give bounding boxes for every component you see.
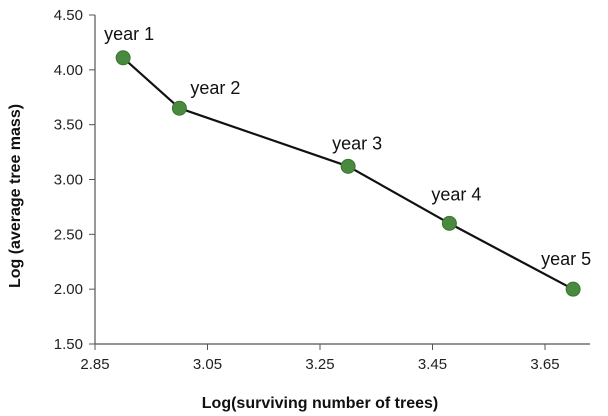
y-tick-label: 4.00 <box>54 62 83 79</box>
data-label: year 5 <box>541 249 591 269</box>
x-axis-title: Log(surviving number of trees) <box>202 395 438 412</box>
x-tick-label: 3.25 <box>305 356 334 373</box>
data-point <box>115 50 131 66</box>
x-tick-label: 2.85 <box>80 356 109 373</box>
axes <box>94 15 590 345</box>
data-label: year 4 <box>431 184 481 204</box>
y-tick-label: 2.00 <box>54 281 83 298</box>
y-tick-label: 3.50 <box>54 117 83 134</box>
point-labels: year 1 year 2 year 3 year 4 year 5 <box>104 24 591 269</box>
x-tick-label: 3.45 <box>418 356 447 373</box>
x-tick-label: 3.65 <box>530 356 559 373</box>
ticks: 2.85 3.05 3.25 3.45 3.65 1.50 2.00 2.50 3.00 3.50… <box>54 7 560 373</box>
y-tick-label: 1.50 <box>54 336 83 353</box>
data-label: year 1 <box>104 24 154 44</box>
y-tick-label: 4.50 <box>54 7 83 24</box>
x-tick-label: 3.05 <box>193 356 222 373</box>
y-axis-title: Log (average tree mass) <box>7 104 24 288</box>
data-label: year 2 <box>190 78 240 98</box>
data-point <box>171 100 187 116</box>
y-tick-label: 2.50 <box>54 226 83 243</box>
data-point <box>340 158 356 174</box>
data-points <box>115 50 581 297</box>
data-point <box>441 215 457 231</box>
data-point <box>565 281 581 297</box>
y-tick-label: 3.00 <box>54 172 83 189</box>
data-label: year 3 <box>332 133 382 153</box>
